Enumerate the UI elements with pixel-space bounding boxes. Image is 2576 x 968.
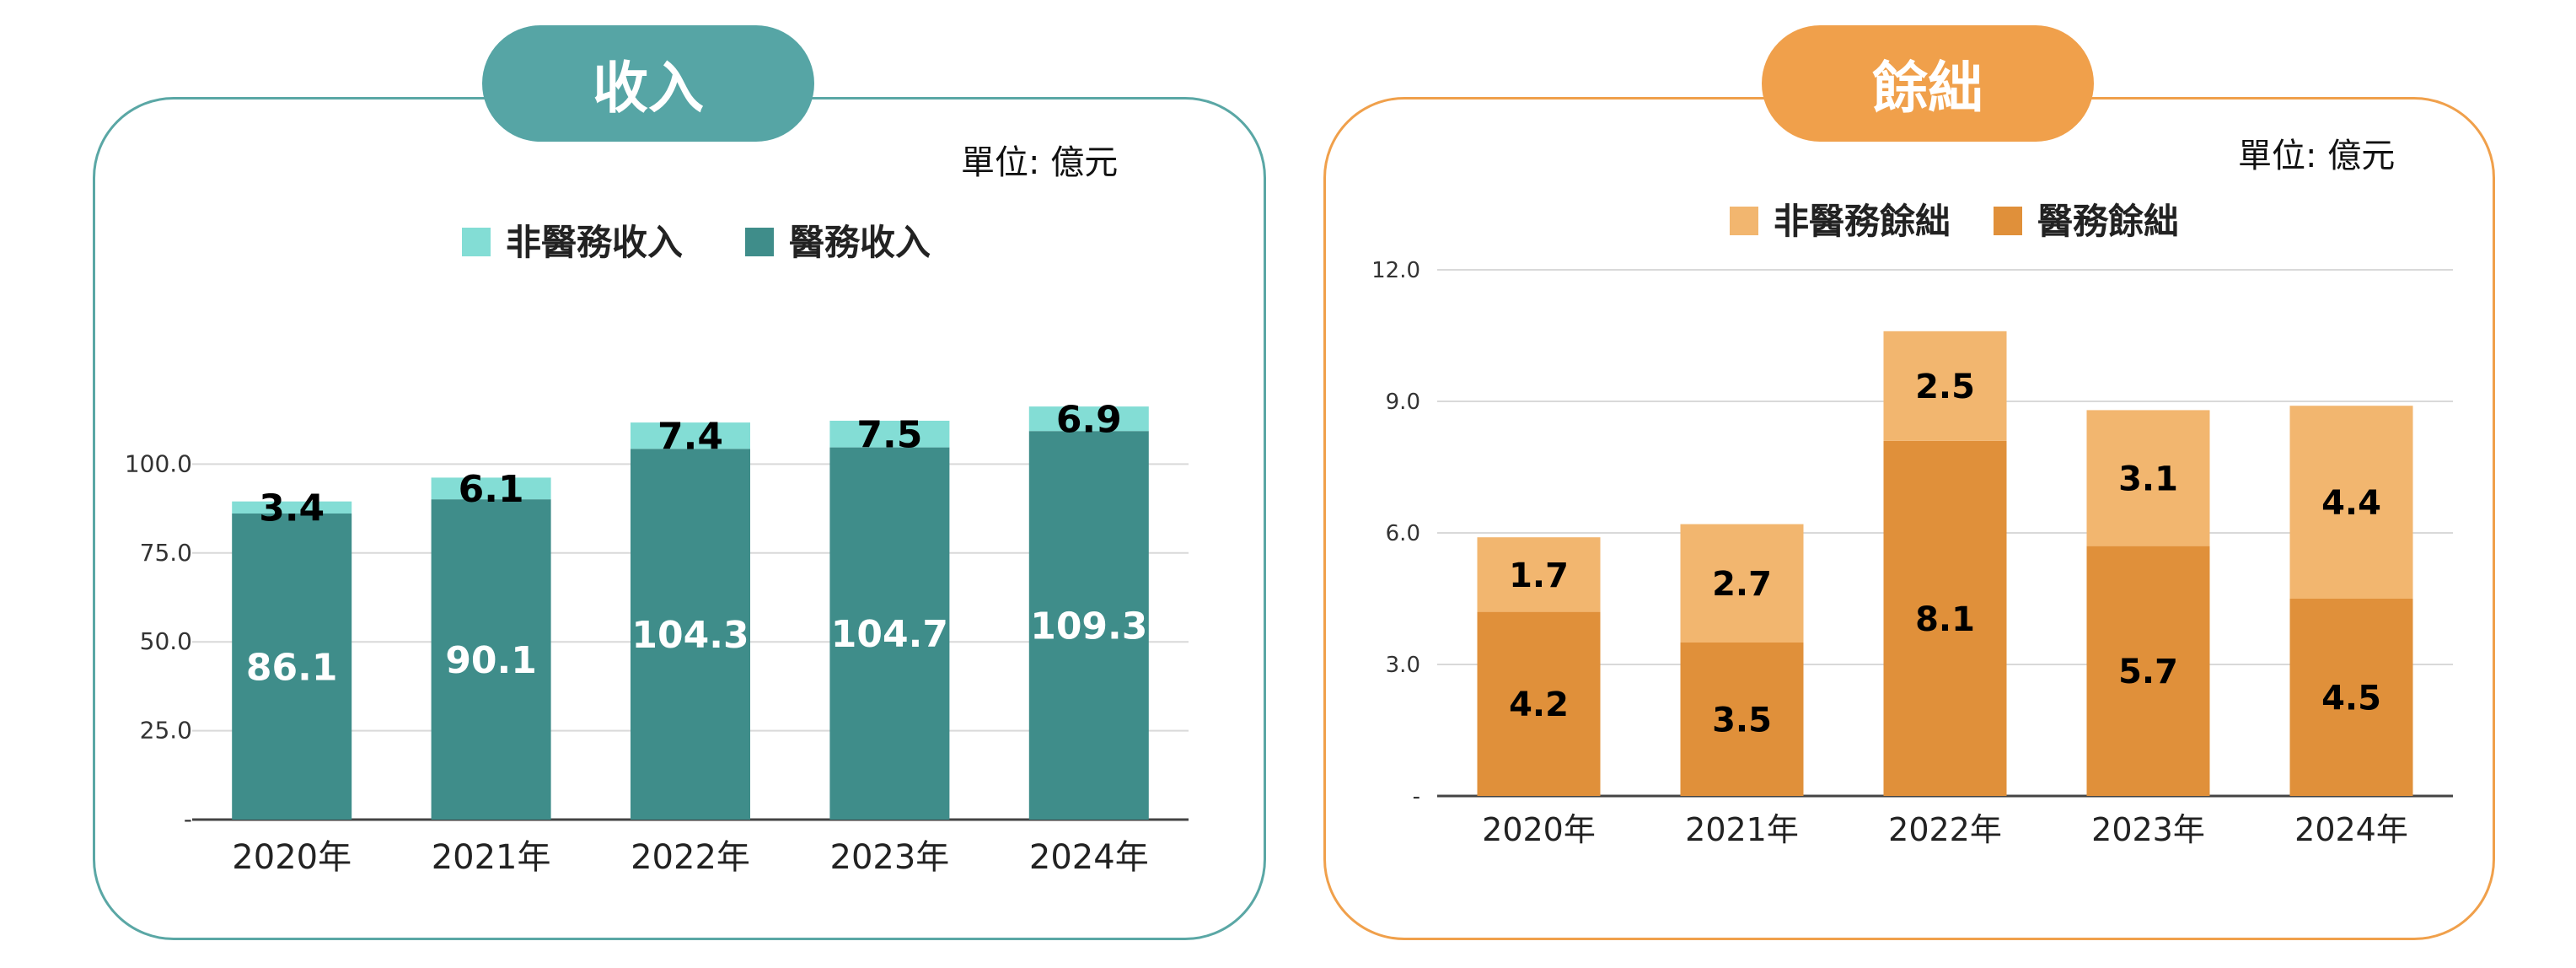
data-label: 3.1 — [2118, 460, 2178, 498]
data-label: 104.7 — [831, 613, 948, 656]
data-label: 3.4 — [259, 487, 325, 530]
x-tick-label: 2021年 — [1685, 811, 1799, 848]
data-label: 4.4 — [2321, 484, 2381, 523]
x-tick-label: 2020年 — [1482, 811, 1596, 848]
data-label: 4.5 — [2321, 679, 2381, 718]
bar — [1883, 331, 2007, 441]
bar — [2289, 599, 2413, 796]
bar — [2289, 406, 2413, 599]
data-label: 2.7 — [1712, 565, 1772, 604]
y-tick-label: - — [1413, 784, 1420, 809]
x-tick-label: 2022年 — [1888, 811, 2002, 848]
legend-label: 非醫務收入 — [506, 222, 683, 263]
data-label: 6.1 — [459, 468, 524, 511]
bar — [829, 447, 950, 820]
legend-swatch — [1994, 207, 2022, 235]
data-label: 1.7 — [1509, 557, 1569, 595]
legend-label: 醫務收入 — [789, 222, 931, 263]
bar — [1680, 524, 1804, 643]
y-tick-label: 25.0 — [140, 717, 192, 745]
x-tick-label: 2024年 — [2294, 811, 2408, 848]
data-label: 7.5 — [856, 414, 922, 457]
legend-label: 非醫務餘絀 — [1774, 201, 1951, 242]
data-label: 86.1 — [246, 646, 338, 689]
bar — [431, 477, 551, 500]
legend-swatch — [1730, 207, 1758, 235]
legend-swatch — [462, 228, 491, 256]
y-tick-label: 75.0 — [140, 539, 192, 567]
data-label: 2.5 — [1915, 368, 1975, 406]
bar — [2086, 546, 2210, 796]
surplus-unit-label: 單位: 億元 — [2238, 137, 2396, 175]
y-tick-label: 9.0 — [1386, 390, 1420, 415]
data-label: 6.9 — [1056, 398, 1122, 441]
data-label: 104.3 — [631, 614, 749, 657]
y-tick-label: 6.0 — [1386, 521, 1420, 546]
revenue-unit-label: 單位: 億元 — [961, 143, 1119, 182]
bar — [2086, 410, 2210, 546]
y-tick-label: - — [184, 805, 192, 833]
data-label: 3.5 — [1712, 701, 1772, 739]
data-label: 4.2 — [1509, 686, 1569, 724]
bar — [1028, 406, 1149, 432]
legend-label: 醫務餘絀 — [2037, 201, 2179, 242]
y-tick-label: 12.0 — [1371, 258, 1420, 283]
bar — [631, 422, 750, 449]
data-label: 90.1 — [445, 639, 537, 682]
bar — [232, 501, 352, 514]
revenue-title: 收入 — [482, 25, 814, 142]
y-tick-label: 50.0 — [140, 627, 192, 655]
bar — [1680, 643, 1804, 796]
surplus-title: 餘絀 — [1762, 25, 2094, 142]
x-tick-label: 2020年 — [232, 838, 352, 877]
bar — [232, 514, 352, 820]
bar — [431, 499, 551, 820]
legend-swatch — [745, 228, 774, 256]
data-label: 109.3 — [1030, 605, 1147, 648]
y-tick-label: 100.0 — [125, 449, 192, 477]
x-tick-label: 2021年 — [432, 838, 551, 877]
y-tick-label: 3.0 — [1386, 653, 1420, 678]
bar — [631, 449, 750, 820]
bar — [1477, 537, 1601, 612]
bar — [829, 420, 950, 448]
x-tick-label: 2024年 — [1029, 838, 1149, 877]
bar — [1883, 440, 2007, 796]
bar — [1028, 431, 1149, 820]
x-tick-label: 2023年 — [830, 838, 950, 877]
data-label: 7.4 — [657, 416, 723, 459]
data-label: 8.1 — [1915, 600, 1975, 639]
x-tick-label: 2023年 — [2091, 811, 2205, 848]
data-label: 5.7 — [2118, 653, 2178, 691]
bar — [1477, 611, 1601, 796]
x-tick-label: 2022年 — [631, 838, 750, 877]
